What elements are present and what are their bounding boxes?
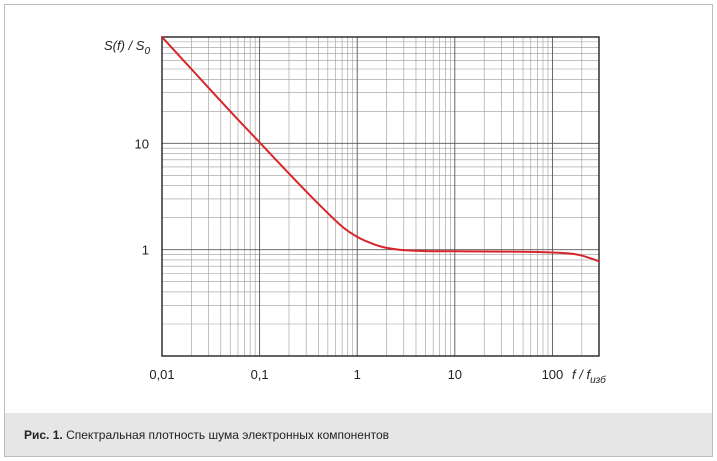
y-axis-title: S(f) / S0 — [104, 38, 150, 57]
y-tick-label: 1 — [142, 243, 149, 258]
x-axis-title: f / fизб — [572, 367, 606, 386]
figure-caption: Рис. 1. Спектральная плотность шума элек… — [24, 428, 389, 442]
caption-text: Спектральная плотность шума электронных … — [66, 428, 389, 442]
series-line — [161, 36, 600, 263]
y-tick-label: 10 — [135, 136, 149, 151]
grid-major-lines — [162, 37, 599, 356]
x-tick-label: 10 — [448, 367, 462, 382]
x-tick-labels: 0,01 0,1 1 10 100 — [149, 367, 563, 382]
x-tick-label: 0,1 — [251, 367, 269, 382]
caption-bar — [5, 413, 712, 456]
x-tick-label: 0,01 — [149, 367, 174, 382]
grid-minor-lines — [162, 37, 599, 356]
caption-label: Рис. 1. — [24, 428, 63, 442]
y-tick-labels: 1 10 — [135, 136, 149, 257]
x-tick-label: 100 — [542, 367, 564, 382]
x-tick-label: 1 — [354, 367, 361, 382]
plot-border — [161, 36, 600, 357]
